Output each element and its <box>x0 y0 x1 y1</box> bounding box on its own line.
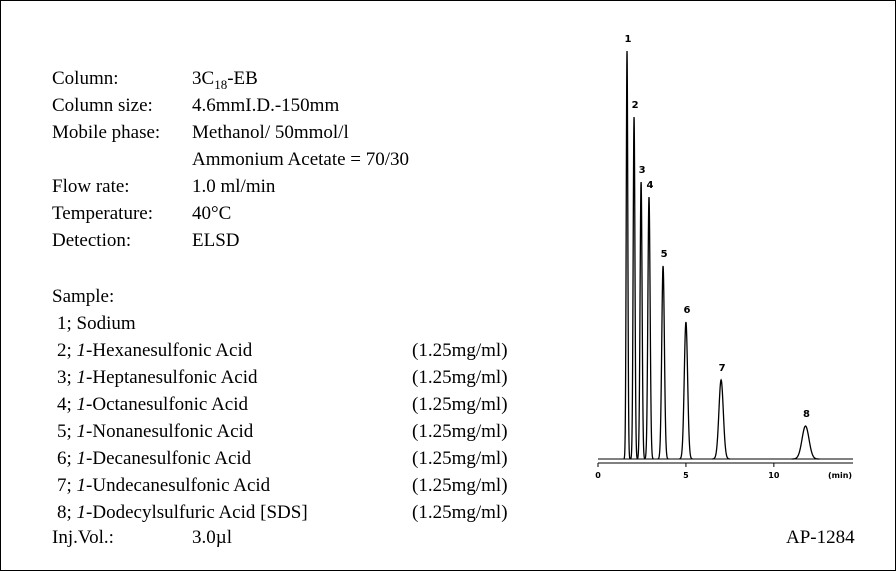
locant: 1 <box>77 394 87 415</box>
name: -Nonanesulfonic Acid <box>86 421 254 442</box>
concentration: (1.25mg/ml) <box>412 394 508 415</box>
peak-label: 3 <box>639 165 646 176</box>
index: 8; <box>57 502 72 523</box>
locant: 1 <box>77 421 87 442</box>
text: -EB <box>227 68 258 89</box>
label: Mobile phase: <box>52 122 160 143</box>
sample-name: 8; 1-Dodecylsulfuric Acid [SDS] <box>57 502 308 523</box>
sample-name: 3; 1-Heptanesulfonic Acid <box>57 367 258 388</box>
x-tick-label: 5 <box>683 471 689 480</box>
label: Temperature: <box>52 203 153 224</box>
peak <box>636 181 646 460</box>
heading: Sample: <box>52 286 114 307</box>
label: Inj.Vol.: <box>52 527 114 548</box>
name: -Undecanesulfonic Acid <box>86 475 271 496</box>
concentration: (1.25mg/ml) <box>412 475 508 496</box>
name: -Hexanesulfonic Acid <box>86 340 253 361</box>
concentration: (1.25mg/ml) <box>412 367 508 388</box>
peak-label: 8 <box>803 409 810 420</box>
peak <box>623 50 631 460</box>
locant: 1 <box>77 340 87 361</box>
peak-label: 5 <box>661 249 668 260</box>
peak <box>712 378 730 460</box>
name: -Dodecylsulfuric Acid [SDS] <box>86 502 308 523</box>
peak-label: 1 <box>625 34 632 45</box>
name: -Decanesulfonic Acid <box>86 448 252 469</box>
index: 6; <box>57 448 72 469</box>
index: 4; <box>57 394 72 415</box>
sample-name: 7; 1-Undecanesulfonic Acid <box>57 475 271 496</box>
locant: 1 <box>77 448 87 469</box>
sample-name: 2; 1-Hexanesulfonic Acid <box>57 340 253 361</box>
peak <box>644 196 654 460</box>
locant: 1 <box>77 502 87 523</box>
peak-label: 6 <box>683 305 690 316</box>
name: -Octanesulfonic Acid <box>86 394 248 415</box>
index: 5; <box>57 421 72 442</box>
name: Sodium <box>77 313 136 334</box>
peak <box>630 116 638 460</box>
code: AP-1284 <box>786 527 855 548</box>
index: 2; <box>57 340 72 361</box>
peak <box>679 321 693 460</box>
concentration: (1.25mg/ml) <box>412 421 508 442</box>
value: 40°C <box>192 203 231 224</box>
label: Column size: <box>52 95 153 116</box>
name: -Heptanesulfonic Acid <box>86 367 258 388</box>
x-tick-label: 0 <box>595 471 601 480</box>
value: 1.0 ml/min <box>192 176 276 197</box>
index: 3; <box>57 367 72 388</box>
value: 3C18-EB <box>192 68 258 92</box>
sample-name: 4; 1-Octanesulfonic Acid <box>57 394 249 415</box>
peak <box>657 265 669 460</box>
peak-label: 7 <box>719 363 726 374</box>
x-tick-label: 10 <box>768 471 780 480</box>
concentration: (1.25mg/ml) <box>412 448 508 469</box>
peak-label: 2 <box>632 100 639 111</box>
concentration: (1.25mg/ml) <box>412 502 508 523</box>
sample-name: 1; Sodium <box>57 313 136 334</box>
label: Flow rate: <box>52 176 130 197</box>
index: 7; <box>57 475 72 496</box>
value: Ammonium Acetate = 70/30 <box>192 149 409 170</box>
locant: 1 <box>77 367 87 388</box>
value: ELSD <box>192 230 240 251</box>
value: Methanol/ 50mmol/l <box>192 122 349 143</box>
text: 3C <box>192 68 214 89</box>
concentration: (1.25mg/ml) <box>412 340 508 361</box>
peak-label: 4 <box>647 180 654 191</box>
value: 3.0µl <box>192 527 232 548</box>
value: 4.6mmI.D.-150mm <box>192 95 339 116</box>
locant: 1 <box>77 475 87 496</box>
x-axis-label: (min) <box>828 471 852 480</box>
label: Column: <box>52 68 119 89</box>
sample-name: 5; 1-Nonanesulfonic Acid <box>57 421 254 442</box>
index: 1; <box>57 313 72 334</box>
sample-name: 6; 1-Decanesulfonic Acid <box>57 448 252 469</box>
peak <box>791 425 820 460</box>
subscript: 18 <box>214 77 227 92</box>
label: Detection: <box>52 230 131 251</box>
